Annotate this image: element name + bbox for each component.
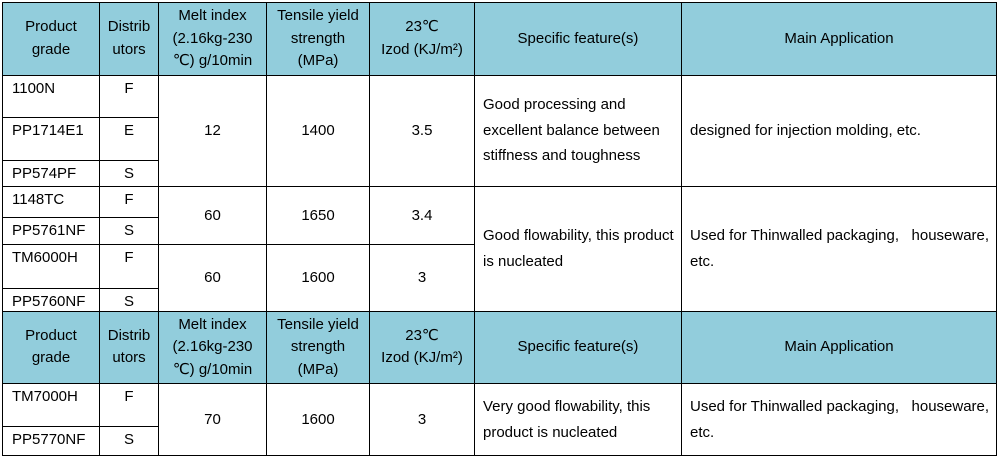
cell-tensile-strength: 1650 <box>266 185 370 245</box>
header-distributors: Distrib utors <box>99 310 159 384</box>
cell-distributor: S <box>99 426 159 456</box>
cell-tensile-strength: 1600 <box>266 243 370 312</box>
cell-product-grade: PP5770NF <box>2 426 100 456</box>
cell-izod: 3 <box>369 243 475 312</box>
header-distributors: Distrib utors <box>99 2 159 76</box>
table-row: TM7000H F 70 1600 3 Very good flowabilit… <box>2 383 997 456</box>
header-specific-features: Specific feature(s) <box>474 310 682 384</box>
header-row-1: Product grade Distrib utors Melt index (… <box>2 2 997 76</box>
table-row: PP5761NF S <box>2 216 997 245</box>
table-row: 1148TC F 60 1650 3.4 Good flowability, t… <box>2 185 997 312</box>
cell-melt-index: 60 <box>158 185 267 245</box>
cell-main-application: Used for Thinwalled packaging, houseware… <box>681 383 997 456</box>
cell-izod: 3.5 <box>369 74 475 187</box>
cell-product-grade: TM6000H <box>2 243 100 289</box>
cell-distributor: E <box>99 116 159 161</box>
header-melt-index: Melt index (2.16kg-230 ℃) g/10min <box>158 310 267 384</box>
cell-product-grade: 1148TC <box>2 185 100 218</box>
cell-tensile-strength: 1600 <box>266 383 370 456</box>
header-main-application: Main Application <box>681 310 997 384</box>
cell-product-grade: PP574PF <box>2 159 100 187</box>
cell-product-grade: TM7000H <box>2 383 100 427</box>
cell-melt-index: 60 <box>158 243 267 312</box>
header-product-grade: Product grade <box>2 310 100 384</box>
cell-distributor: S <box>99 159 159 187</box>
cell-melt-index: 70 <box>158 383 267 456</box>
cell-main-application: Used for Thinwalled packaging, houseware… <box>681 185 997 312</box>
table-row: PP1714E1 E <box>2 116 997 161</box>
cell-product-grade: PP1714E1 <box>2 116 100 161</box>
cell-tensile-strength: 1400 <box>266 74 370 187</box>
cell-specific-feature: Good processing and excellent balance be… <box>474 74 682 187</box>
cell-product-grade: PP5761NF <box>2 216 100 245</box>
cell-distributor: S <box>99 287 159 312</box>
cell-main-application: designed for injection molding, etc. <box>681 74 997 187</box>
cell-specific-feature: Good flowability, this product is nuclea… <box>474 185 682 312</box>
header-row-2: Product grade Distrib utors Melt index (… <box>2 310 997 384</box>
cell-distributor: F <box>99 243 159 289</box>
header-product-grade: Product grade <box>2 2 100 76</box>
cell-specific-feature: Very good flowability, this product is n… <box>474 383 682 456</box>
cell-product-grade: 1100N <box>2 74 100 118</box>
cell-melt-index: 12 <box>158 74 267 187</box>
header-main-application: Main Application <box>681 2 997 76</box>
cell-izod: 3.4 <box>369 185 475 245</box>
cell-distributor: F <box>99 74 159 118</box>
header-tensile-strength: Tensile yield strength (MPa) <box>266 310 370 384</box>
header-tensile-strength: Tensile yield strength (MPa) <box>266 2 370 76</box>
header-izod: 23℃ Izod (KJ/m²) <box>369 310 475 384</box>
header-specific-features: Specific feature(s) <box>474 2 682 76</box>
cell-distributor: F <box>99 185 159 218</box>
cell-distributor: F <box>99 383 159 427</box>
cell-izod: 3 <box>369 383 475 456</box>
header-izod: 23℃ Izod (KJ/m²) <box>369 2 475 76</box>
table-row: PP5760NF S <box>2 287 997 312</box>
table-row: 1100N F 12 1400 3.5 Good processing and … <box>2 74 997 187</box>
cell-product-grade: PP5760NF <box>2 287 100 312</box>
header-melt-index: Melt index (2.16kg-230 ℃) g/10min <box>158 2 267 76</box>
cell-distributor: S <box>99 216 159 245</box>
